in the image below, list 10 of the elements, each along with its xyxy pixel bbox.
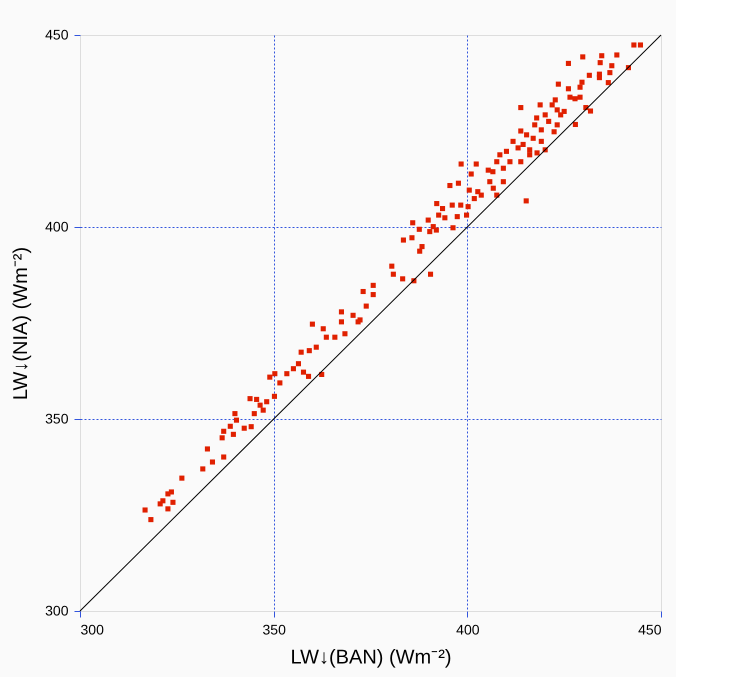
x-tick-label: 400 xyxy=(456,622,480,638)
y-axis-title: LW↓(NIA) (Wm⁻²) xyxy=(10,246,32,400)
x-tick-label: 350 xyxy=(262,622,286,638)
y-tick-label: 450 xyxy=(45,26,69,42)
x-tick-label: 300 xyxy=(80,622,104,638)
x-tick-label: 450 xyxy=(638,622,662,638)
y-tick-label: 400 xyxy=(45,218,69,234)
x-axis-title: LW↓(BAN) (Wm⁻²) xyxy=(290,646,452,668)
y-tick-label: 300 xyxy=(45,602,69,618)
y-tick-label: 350 xyxy=(45,410,69,426)
